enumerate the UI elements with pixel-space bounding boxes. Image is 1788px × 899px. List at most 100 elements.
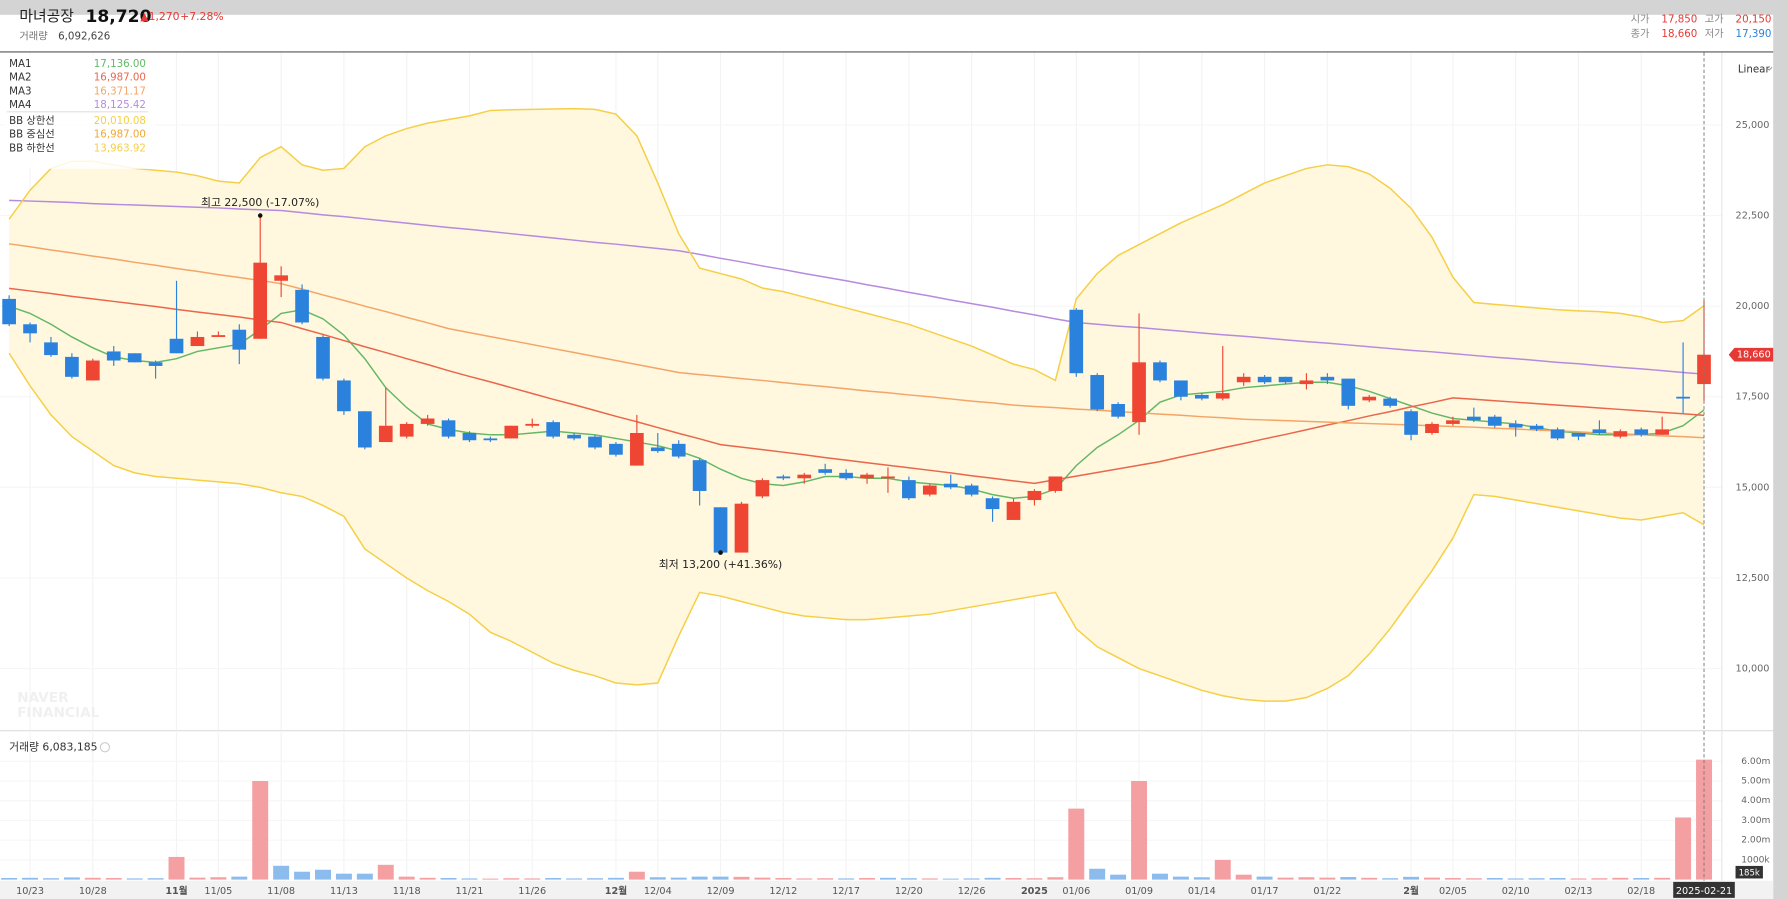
legend-name: MA1 [9,58,31,70]
x-tick-label: 2025-02-21 [1676,886,1732,897]
volume-bar [1193,877,1210,880]
candle-body [23,324,37,334]
candle-body [671,443,686,457]
candle-body [1676,396,1690,399]
volume-bar [1256,876,1273,880]
candle-body [441,420,456,437]
x-tick-label: 11/13 [330,886,358,897]
y-tick-label: 25,000 [1736,120,1770,131]
candle-body [1111,403,1125,417]
min-annotation: 최저 13,200 (+41.36%) [659,558,782,571]
candle-body [337,380,351,412]
legend-value: 17,136.00 [94,58,146,70]
legend-name: BB 하한선 [9,141,55,154]
volume-bar [398,876,415,880]
legend-value: 20,010.08 [94,115,146,127]
candle-body [713,507,728,553]
volume-bar [817,878,834,880]
volume-cursor-box [1735,865,1763,879]
label-layer: 마녀공장 18,720 ▲1,270 +7.28% 거래량 6,092,626 … [3,7,1774,898]
volume-bar [252,781,269,880]
volume-bar [1026,878,1043,880]
candle-body [483,438,498,441]
candle-body [797,474,812,479]
candle-body [1571,432,1586,437]
x-tick-label: 01/06 [1062,886,1090,897]
candle-body [1320,376,1335,381]
legend-value: 16,371.17 [94,85,146,97]
scale-dropdown-icon[interactable] [1766,66,1773,71]
volume-bar [1549,878,1566,880]
price-tag-label: 18,660 [1737,350,1771,361]
scale-mode[interactable]: Linear [1738,64,1771,76]
legend-value: 16,987.00 [94,72,146,84]
candle-body [1027,490,1042,501]
max-annotation: 최고 22,500 (-17.07%) [201,196,319,209]
volume-bar [231,876,248,880]
candle-body [211,335,226,337]
candle-body [148,362,163,366]
volume-bar [1005,878,1022,880]
volume-bar [63,877,80,880]
candle-body [1550,429,1565,439]
volume-bar [1570,878,1587,880]
x-tick-label: 11/26 [518,886,546,897]
volume-bar [335,873,352,880]
x-tick-label: 12월 [605,885,627,897]
volume-bar [1131,781,1148,880]
x-tick-label: 11/05 [204,886,232,897]
min-dot [718,550,723,555]
y-tick-label: 12,500 [1736,573,1770,584]
x-tick-label: 01/09 [1125,886,1153,897]
volume-title: 거래량 6,083,185 [9,740,97,753]
candle-body [1257,376,1272,383]
volume-bar [1633,878,1650,880]
x-tick-label: 02/13 [1565,886,1593,897]
legend-value: 18,125.42 [94,99,146,111]
x-tick-label: 12/04 [644,886,672,897]
volume-bar [1382,878,1399,880]
volume-bar [545,878,562,880]
y-tick-label: 6.00m [1741,757,1770,767]
candle-body [860,474,874,479]
y-tick-label: 1000k [1741,855,1770,865]
band-fill [9,108,1705,702]
volume-bar [147,878,164,880]
candle-body [692,460,707,491]
candle-body [902,480,916,499]
candle-body [504,425,519,439]
candle-body [943,483,958,488]
high-value: 20,150 [1736,13,1772,25]
close-caption: 종가 [1631,28,1650,40]
x-tick-label: 02/05 [1439,886,1467,897]
candle-body [1090,375,1105,410]
volume-bar [628,871,645,880]
x-tick-label: 11월 [165,885,187,897]
candle-body [253,262,268,339]
volume-bar [1424,877,1440,880]
volume-bar [607,877,624,880]
candle-body [316,336,330,379]
candle-body [1487,416,1502,426]
indicator-line [9,287,1705,485]
volume-bar [1110,874,1127,880]
candle-body [1153,362,1167,381]
volume-bar [22,877,39,880]
candle-body [1446,420,1460,424]
legend-value: 16,987.00 [94,129,146,141]
candle-body [818,469,833,473]
volume-bar [796,878,813,880]
volume-bar [838,878,855,880]
price-tag [1728,347,1774,362]
stock-name: 마녀공장 [19,8,74,25]
legend-name: BB 상한선 [9,115,55,127]
x-tick-label: 01/17 [1251,886,1279,897]
x-tick-label: 01/14 [1188,886,1216,897]
x-tick-label: 02/10 [1502,886,1530,897]
volume-bar [273,865,290,880]
candle-body [462,432,477,441]
candle-body [169,338,184,354]
open-caption: 시가 [1631,13,1650,25]
candle-body [357,411,372,448]
line-layer [8,107,1705,702]
